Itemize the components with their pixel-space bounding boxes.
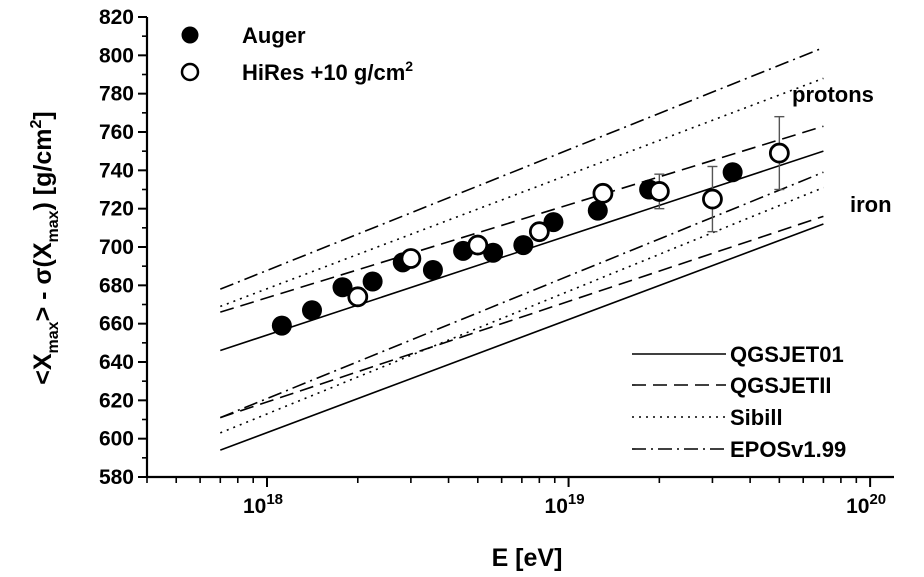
y-tick-label: 780 bbox=[99, 83, 134, 106]
legend-epos-label: EPOSv1.99 bbox=[730, 437, 846, 462]
y-tick-label: 680 bbox=[99, 274, 134, 297]
eposv1-99-iron-line bbox=[219, 171, 824, 419]
iron-annotation: iron bbox=[850, 192, 892, 217]
hires-point bbox=[400, 248, 422, 269]
hires-point bbox=[467, 234, 489, 256]
x-tick-label: 1019 bbox=[545, 491, 585, 518]
auger-point bbox=[302, 300, 323, 321]
eposv1-99-proton-line bbox=[219, 46, 824, 290]
legend-auger-marker bbox=[181, 26, 199, 44]
hires-point bbox=[592, 182, 614, 204]
auger-point bbox=[483, 242, 504, 263]
hires-point bbox=[648, 181, 670, 202]
y-tick-label: 760 bbox=[99, 121, 134, 144]
error-bars bbox=[654, 115, 785, 233]
model-lines bbox=[219, 46, 824, 451]
line-legend: QGSJET01 QGSJETII Sibill EPOSv1.99 bbox=[632, 342, 846, 462]
legend-qgsjetii-label: QGSJETII bbox=[730, 373, 831, 398]
auger-point bbox=[722, 162, 743, 183]
legend-hires-label: HiRes +10 g/cm2 bbox=[242, 58, 413, 85]
axes: 580 600 620 640 660 680 700 720 740 760 780 800 820 1… bbox=[99, 6, 894, 518]
y-tick-label: 800 bbox=[99, 44, 134, 67]
auger-point bbox=[332, 277, 353, 298]
point-legend: Auger HiRes +10 g/cm2 bbox=[180, 23, 413, 85]
y-tick-label: 580 bbox=[99, 466, 134, 489]
qgsjetii-proton-line bbox=[220, 125, 824, 313]
y-tick-label: 600 bbox=[99, 428, 134, 451]
hires-point bbox=[702, 188, 723, 210]
auger-point bbox=[513, 235, 534, 256]
x-tick-label: 1018 bbox=[243, 491, 283, 518]
hires-point bbox=[768, 142, 790, 164]
y-tick-label: 740 bbox=[99, 159, 134, 182]
auger-point bbox=[362, 271, 383, 292]
auger-point bbox=[587, 200, 608, 221]
y-tick-label: 720 bbox=[99, 198, 134, 221]
x-tick-label: 1020 bbox=[846, 491, 886, 518]
y-axis-title: <Xmax> - σ(Xmax) [g/cm2] bbox=[28, 111, 62, 384]
y-tick-label: 700 bbox=[99, 236, 134, 259]
legend-auger-label: Auger bbox=[242, 23, 306, 48]
legend-hires-marker bbox=[180, 62, 200, 82]
y-tick-label: 660 bbox=[99, 313, 134, 336]
legend-qgsjet01-label: QGSJET01 bbox=[730, 342, 844, 367]
hires-point bbox=[528, 221, 550, 243]
hires-point bbox=[347, 286, 369, 308]
auger-point bbox=[422, 260, 443, 280]
qgsjetii-iron-line bbox=[220, 215, 824, 419]
y-tick-label: 620 bbox=[99, 389, 134, 412]
protons-annotation: protons bbox=[792, 82, 874, 107]
auger-point bbox=[271, 315, 292, 336]
y-tick-label: 820 bbox=[99, 6, 134, 29]
sibill-proton-line bbox=[220, 77, 824, 308]
x-axis-title: E [eV] bbox=[492, 544, 563, 572]
y-tick-label: 640 bbox=[99, 351, 134, 374]
legend-sibill-label: Sibill bbox=[730, 405, 783, 430]
qgsjet01-iron-line bbox=[220, 223, 824, 451]
data-markers bbox=[271, 142, 790, 336]
